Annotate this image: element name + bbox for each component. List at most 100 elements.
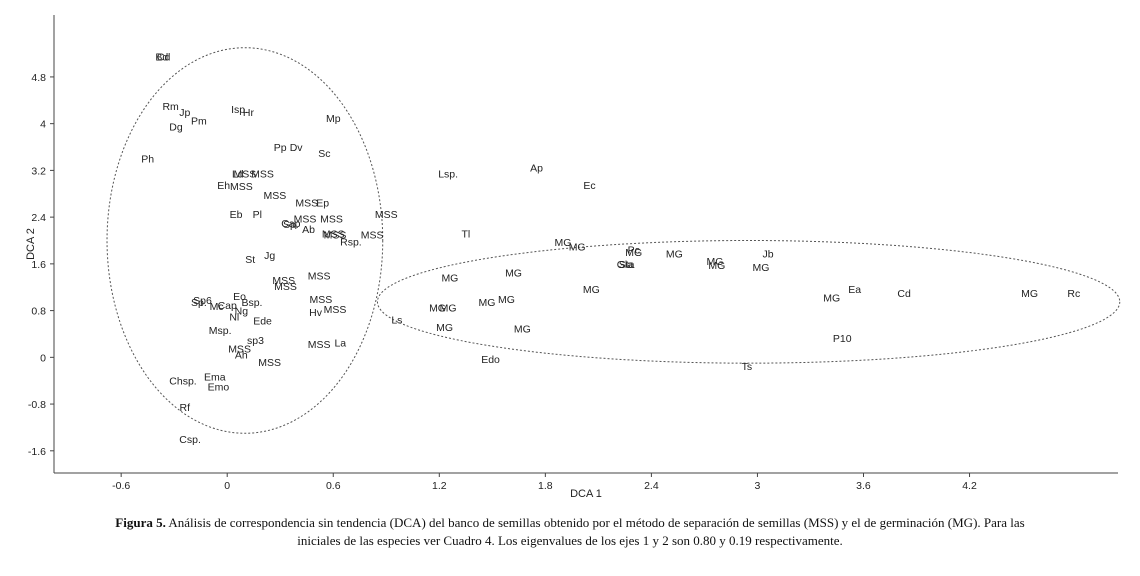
point-label: Ls [391,314,402,326]
point-label: Sc [318,148,330,160]
point-label: Rc [1067,288,1080,300]
point-label: Eh [217,180,230,192]
point-label: Chsp. [169,376,196,388]
point-label: Cd [897,288,911,300]
point-label: MG [429,303,446,315]
y-tick-label: 0.8 [31,306,46,318]
point-label: sp3 [247,335,264,347]
point-label: Ts [742,361,753,373]
point-label: MG [555,237,572,249]
point-label: Lsp. [438,168,458,180]
point-label: MSS [251,168,274,180]
point-label: Dv [290,142,304,154]
point-label: Ea [848,284,861,296]
point-label: MSS [308,339,331,351]
point-label: Bsp. [241,297,262,309]
point-label: MSS [230,181,253,193]
point-label: MG [436,322,453,334]
point-label: Ede [253,316,272,328]
point-label: Nl [229,311,239,323]
figure-caption-label: Figura 5. [115,515,166,530]
x-ticks-layer: -0.6 0 0.6 1.2 1.8 2.4 3 3.6 4.2 [112,473,977,492]
point-label: Jb [762,248,773,260]
point-label: MSS [258,357,281,369]
y-tick-label: 1.6 [31,259,46,271]
point-label: Mp [326,113,341,125]
point-label: P10 [833,333,852,345]
point-label: Ph [141,154,154,166]
point-label: MSS [294,213,317,225]
point-label: MSS [234,168,257,180]
point-label: Ap [530,162,543,174]
point-label: MG [708,260,725,272]
point-label: Eo [233,291,246,303]
group-ellipse-2 [376,239,1121,364]
point-label: MSS [320,213,343,225]
point-label: Pc [628,244,640,256]
point-label: MG [753,262,770,274]
point-label: Cd [157,51,171,63]
point-label: MG [823,293,840,305]
dca-scatter-plot: -0.6 0 0.6 1.2 1.8 2.4 3 3.6 4.2 -1.6 -0.8 0 0.8 1.6… [25,15,1121,500]
point-label: Sp. [191,297,207,309]
point-label: Ld [232,168,244,180]
y-tick-label: 4 [40,119,46,131]
x-tick-label: 4.2 [962,480,977,492]
point-label: Ema [204,372,226,384]
point-label: MG [505,268,522,280]
point-label: MG [569,241,586,253]
x-tick-label: 0.6 [326,480,341,492]
point-label: MSS [295,198,318,210]
point-label: MSS [264,190,287,202]
point-label: Rsp. [340,237,362,249]
y-tick-label: 3.2 [31,165,46,177]
y-axis-label: DCA 2 [25,228,37,260]
x-tick-label: -0.6 [112,480,130,492]
x-tick-label: 2.4 [644,480,659,492]
x-tick-label: 0 [224,480,230,492]
point-label: MSS [322,228,345,240]
point-label: Emo [208,382,230,394]
point-label: MSS [272,275,295,287]
point-label: Ng [235,306,249,318]
point-label: Tl [461,228,470,240]
point-label: MG [441,272,458,284]
point-label: Cap [281,218,300,230]
point-label: St [245,254,255,266]
point-label: Sp6 [193,295,212,307]
point-label: Sta [619,259,635,271]
x-axis-label: DCA 1 [570,488,602,500]
figure-caption-text: Análisis de correspondencia sin tendenci… [165,515,1025,548]
point-label: Rf [180,402,191,414]
point-label: Gla [617,259,634,271]
ellipses-layer [106,47,1121,434]
point-label: Ec [583,180,595,192]
figure-caption: Figura 5. Análisis de correspondencia si… [110,514,1030,550]
group-ellipse-1 [106,47,384,434]
x-tick-label: 3 [755,480,761,492]
point-label: Edo [481,354,500,366]
point-label: MG [583,284,600,296]
point-label: MSS [310,294,333,306]
point-label: Mc [210,301,224,313]
point-label: Sp. [283,219,299,231]
point-label: Isp. [231,104,248,116]
point-label: MG [498,294,515,306]
point-label: MG [707,256,724,268]
point-label: Hr [243,107,255,119]
point-label: Ep [316,198,329,210]
point-label: MSS [324,230,347,242]
y-tick-label: 4.8 [31,72,46,84]
point-label: MG [479,297,496,309]
point-label: Jg [264,250,275,262]
x-tick-label: 3.6 [856,480,871,492]
point-label: MG [625,247,642,259]
point-label: MG [440,303,457,315]
point-label: MSS [274,281,297,293]
y-tick-label: 2.4 [31,212,46,224]
point-label: Hv [309,307,323,319]
point-label: MG [514,324,531,336]
point-label: MSS [361,230,384,242]
point-label: Pp [274,142,287,154]
